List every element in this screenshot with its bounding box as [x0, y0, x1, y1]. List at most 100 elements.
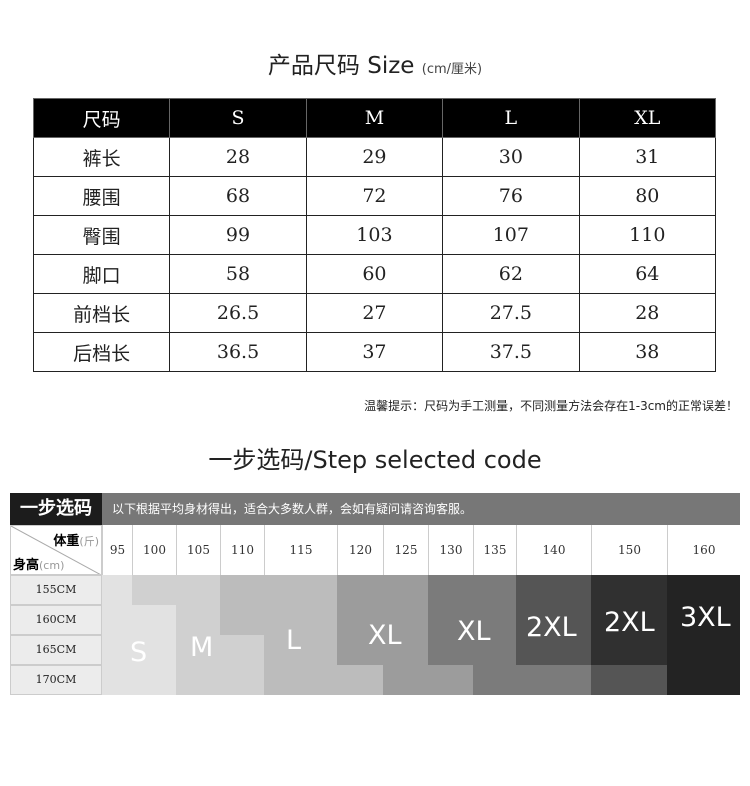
weight-unit: (斤) [79, 535, 99, 548]
size-cell [383, 665, 428, 695]
weight-header: 105 [176, 525, 220, 575]
size-cell [220, 665, 264, 695]
size-cell [667, 635, 740, 665]
table-cell: 107 [442, 215, 580, 255]
size-label: 2XL [604, 607, 655, 638]
table-cell: 31 [578, 137, 717, 177]
weight-header: 110 [220, 525, 264, 575]
table-row: 后档长 36.5 37 37.5 38 [32, 332, 717, 372]
table-cell: M [305, 98, 444, 138]
size-cell [473, 575, 516, 605]
height-header: 160CM [10, 605, 102, 635]
table-cell: 110 [578, 215, 717, 255]
table-cell: 64 [578, 254, 717, 294]
table-cell: 62 [442, 254, 580, 294]
table-cell: 29 [305, 137, 444, 177]
size-cell [264, 665, 337, 695]
size-cell [102, 575, 132, 605]
row-label: 腰围 [32, 176, 171, 216]
size-cell [516, 665, 591, 695]
table-cell: 37.5 [442, 332, 580, 372]
step-title: 一步选码/Step selected code [208, 446, 542, 474]
size-cell [176, 575, 220, 605]
size-cell [220, 605, 264, 635]
row-label: 前档长 [32, 293, 171, 333]
size-label: S [130, 637, 148, 668]
size-cell [428, 575, 473, 605]
row-label: 尺码 [32, 98, 171, 138]
size-cell [667, 575, 740, 605]
size-cell [220, 575, 264, 605]
weight-header: 150 [591, 525, 667, 575]
size-cell [337, 635, 383, 665]
guide-description: 以下根据平均身材得出，适合大多数人群，会如有疑问请咨询客服。 [112, 502, 473, 516]
size-cell [473, 635, 516, 665]
size-cell [132, 635, 176, 665]
size-cell [473, 605, 516, 635]
table-cell: 58 [169, 254, 307, 294]
table-cell: 103 [305, 215, 444, 255]
size-cell [383, 605, 428, 635]
weight-header: 125 [383, 525, 428, 575]
size-cell [591, 635, 667, 665]
size-cell [473, 665, 516, 695]
table-cell: 60 [305, 254, 444, 294]
size-cell [428, 665, 473, 695]
size-label: XL [368, 620, 402, 651]
size-cell [176, 635, 220, 665]
weight-header: 135 [473, 525, 516, 575]
table-cell: 68 [169, 176, 307, 216]
table-header-row: 尺码 S M L XL [32, 98, 717, 138]
size-label: L [286, 625, 302, 656]
size-cell [102, 665, 132, 695]
table-row: 脚口 58 60 62 64 [32, 254, 717, 294]
row-label: 脚口 [32, 254, 171, 294]
title-text: 产品尺码 Size [267, 53, 415, 79]
height-header: 165CM [10, 635, 102, 665]
size-cell [383, 635, 428, 665]
table-row: 臀围 99 103 107 110 [32, 215, 717, 255]
table-cell: 72 [305, 176, 444, 216]
size-cell [516, 605, 591, 635]
size-label: XL [457, 616, 491, 647]
axis-corner: 体重(斤) 身高(cm) [10, 525, 102, 575]
table-cell: S [169, 98, 307, 138]
weight-header: 100 [132, 525, 176, 575]
size-cell [667, 665, 740, 695]
row-label: 臀围 [32, 215, 171, 255]
weight-header: 95 [102, 525, 132, 575]
size-cell [264, 605, 337, 635]
measurement-note: 温馨提示：尺码为手工测量，不同测量方法会存在1-3cm的正常误差！ [364, 399, 738, 413]
row-label: 后档长 [32, 332, 171, 372]
weight-header: 115 [264, 525, 337, 575]
size-cell [591, 605, 667, 635]
size-cell [102, 605, 132, 635]
size-label: M [190, 632, 214, 663]
row-label: 裤长 [32, 137, 171, 177]
table-cell: 30 [442, 137, 580, 177]
size-label: 2XL [526, 612, 577, 643]
size-cell [591, 575, 667, 605]
weight-header: 160 [667, 525, 740, 575]
size-cell [132, 575, 176, 605]
size-cell [591, 665, 667, 695]
height-header: 155CM [10, 575, 102, 605]
height-label: 身高 [13, 558, 40, 573]
table-row: 裤长 28 29 30 31 [32, 137, 717, 177]
table-cell: XL [578, 98, 717, 138]
table-cell: 27 [305, 293, 444, 333]
table-cell: 28 [578, 293, 717, 333]
table-cell: 37 [305, 332, 444, 372]
table-cell: L [442, 98, 580, 138]
size-cell [264, 575, 337, 605]
table-row: 前档长 26.5 27 27.5 28 [32, 293, 717, 333]
size-table: 尺码 S M L XL 裤长 28 29 30 31 腰围 68 72 76 80 臀围 99 103 107 110… [32, 98, 717, 372]
diagonal-line [11, 526, 101, 574]
table-cell: 99 [169, 215, 307, 255]
size-cell [337, 665, 383, 695]
guide-label: 一步选码 [10, 493, 102, 525]
size-cell [337, 575, 383, 605]
table-cell: 27.5 [442, 293, 580, 333]
title-unit: (cm/厘米) [421, 62, 483, 77]
page-title: 产品尺码 Size (cm/厘米) [0, 46, 750, 80]
